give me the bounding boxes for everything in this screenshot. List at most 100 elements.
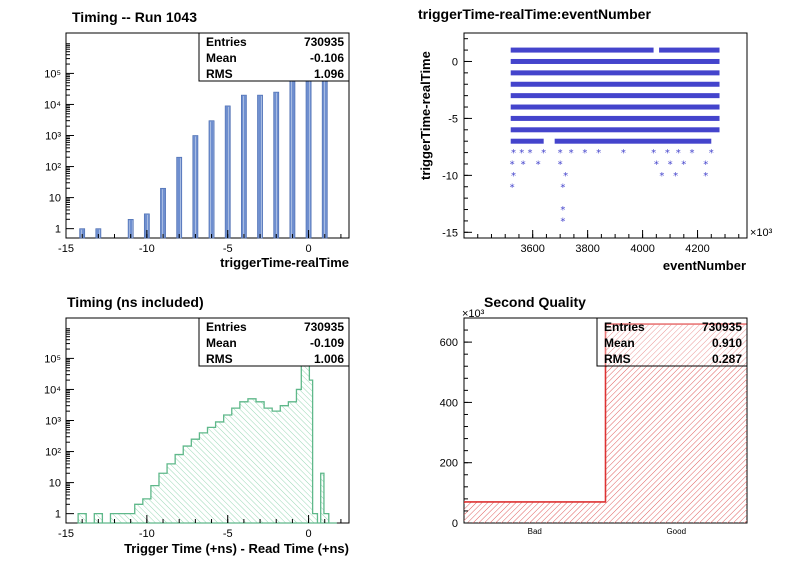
histogram-bar-hatch <box>161 189 165 238</box>
panel1-entries-label: Entries <box>206 35 247 49</box>
x-tick-label: -15 <box>58 243 74 255</box>
scatter-point: * <box>560 182 565 193</box>
histogram-bar-hatch <box>242 96 246 238</box>
panel3-title: Timing (ns included) <box>67 294 204 310</box>
y-tick-label: 10⁴ <box>44 384 61 396</box>
quality-bar <box>605 324 747 523</box>
panel4-rms-label: RMS <box>604 352 631 366</box>
panel-second-quality: Second Quality ×10³ Bad Good 0 200 400 600 En… <box>440 294 748 536</box>
y-tick-label: -15 <box>442 227 458 239</box>
y-tick-label: 10³ <box>45 416 61 428</box>
x-tick-label: 4000 <box>630 243 654 255</box>
panel-scatter: triggerTime-realTime:eventNumber * * * * * * *… <box>418 6 773 273</box>
y-tick-label: 1 <box>55 224 61 236</box>
y-tick-label: 10² <box>45 162 61 174</box>
histogram-bar-hatch <box>209 121 214 238</box>
panel3-stats-box: Entries 730935 Mean -0.109 RMS 1.006 <box>198 317 350 367</box>
scatter-point: * <box>709 148 714 159</box>
scatter-band <box>510 138 544 144</box>
histogram-bar-hatch <box>323 59 327 239</box>
panel1-axes: -15 -10 -5 0 1 10 10² 10³ 10⁴ 10⁵ <box>44 43 342 255</box>
scatter-point: * <box>659 171 664 182</box>
x-tick-label: 4200 <box>685 243 709 255</box>
scatter-point: * <box>681 159 686 170</box>
scatter-point: * <box>569 148 574 159</box>
x-tick-label: 0 <box>306 528 312 540</box>
scatter-point: * <box>596 148 601 159</box>
panel1-rms-value: 1.096 <box>314 67 344 81</box>
panel1-mean-value: -0.106 <box>310 51 344 65</box>
y-tick-label: 600 <box>440 337 458 349</box>
x-tick-label: -15 <box>58 528 74 540</box>
panel4-bars <box>464 323 747 523</box>
panel3-rms-value: 1.006 <box>314 352 344 366</box>
scatter-band <box>510 58 720 64</box>
scatter-point: * <box>703 159 708 170</box>
panel3-mean-label: Mean <box>206 336 237 350</box>
histogram-bar-hatch <box>129 220 133 238</box>
histogram-bar-hatch <box>306 50 311 238</box>
panel1-xlabel: triggerTime-realTime <box>220 255 349 270</box>
scatter-point: * <box>558 159 563 170</box>
scatter-band <box>554 138 712 144</box>
x-category-label: Good <box>666 527 686 536</box>
y-tick-label: 10 <box>49 193 61 205</box>
scatter-point: * <box>510 159 515 170</box>
y-tick-label: -5 <box>448 113 458 125</box>
scatter-point: * <box>703 171 708 182</box>
panel4-entries-value: 730935 <box>702 320 742 334</box>
quality-bar <box>464 501 606 523</box>
histogram-bar-hatch <box>145 214 149 238</box>
y-tick-label: 400 <box>440 397 458 409</box>
scatter-band <box>510 70 720 76</box>
x-tick-label: 0 <box>306 243 312 255</box>
scatter-point: * <box>527 148 532 159</box>
panel1-stats-box: Entries 730935 Mean -0.106 RMS 1.096 <box>198 32 350 82</box>
y-tick-label: 200 <box>440 458 458 470</box>
scatter-point: * <box>621 148 626 159</box>
y-tick-label: 10² <box>45 447 61 459</box>
scatter-point: * <box>665 148 670 159</box>
panel4-y-multiplier: ×10³ <box>462 308 485 320</box>
x-tick-label: -10 <box>139 243 155 255</box>
histogram-bar-hatch <box>274 93 278 238</box>
y-tick-label: 10⁵ <box>44 353 61 365</box>
scatter-point: * <box>511 148 516 159</box>
panel2-ylabel: triggerTime-realTime <box>418 51 433 180</box>
quality-outline <box>464 323 747 503</box>
y-tick-label: 0 <box>452 518 458 530</box>
panel1-entries-value: 730935 <box>304 35 344 49</box>
panel3-mean-value: -0.109 <box>310 336 344 350</box>
scatter-point: * <box>510 182 515 193</box>
y-tick-label: 0 <box>452 56 458 68</box>
histogram-outline <box>77 333 337 524</box>
panel4-rms-value: 0.287 <box>712 352 742 366</box>
panel2-title: triggerTime-realTime:eventNumber <box>418 6 651 22</box>
scatter-point: * <box>582 148 587 159</box>
scatter-band <box>510 104 720 110</box>
scatter-point: * <box>560 205 565 216</box>
panel4-title: Second Quality <box>484 294 586 310</box>
y-tick-label: 10³ <box>45 131 61 143</box>
histogram-bar-hatch <box>177 158 181 238</box>
panel4-axes: Bad Good 0 200 400 600 <box>440 329 686 536</box>
histogram-bar-hatch <box>96 229 100 238</box>
panel4-entries-label: Entries <box>604 320 645 334</box>
scatter-band <box>510 127 720 133</box>
scatter-point: * <box>521 159 526 170</box>
histogram-bar-hatch <box>290 77 294 238</box>
panel3-axes: -15 -10 -5 0 1 10 10² 10³ 10⁴ 10⁵ <box>44 328 342 540</box>
panel1-rms-label: RMS <box>206 67 233 81</box>
x-tick-label: 3800 <box>575 243 599 255</box>
scatter-point: * <box>676 148 681 159</box>
scatter-point: * <box>668 159 673 170</box>
scatter-point: * <box>558 148 563 159</box>
panel2-axes: 3600 3800 4000 4200 -15 -10 -5 0 <box>442 38 740 255</box>
panel-timing-ns: Timing (ns included) -15 -10 -5 0 1 10 10² 10³ 1… <box>44 294 350 556</box>
panel1-mean-label: Mean <box>206 51 237 65</box>
scatter-point: * <box>651 148 656 159</box>
panel1-title: Timing -- Run 1043 <box>72 9 197 25</box>
panel-timing-run: Timing -- Run 1043 -15 -10 -5 0 1 10 10² 10³ 10⁴… <box>44 9 350 270</box>
panel4-mean-label: Mean <box>604 336 635 350</box>
